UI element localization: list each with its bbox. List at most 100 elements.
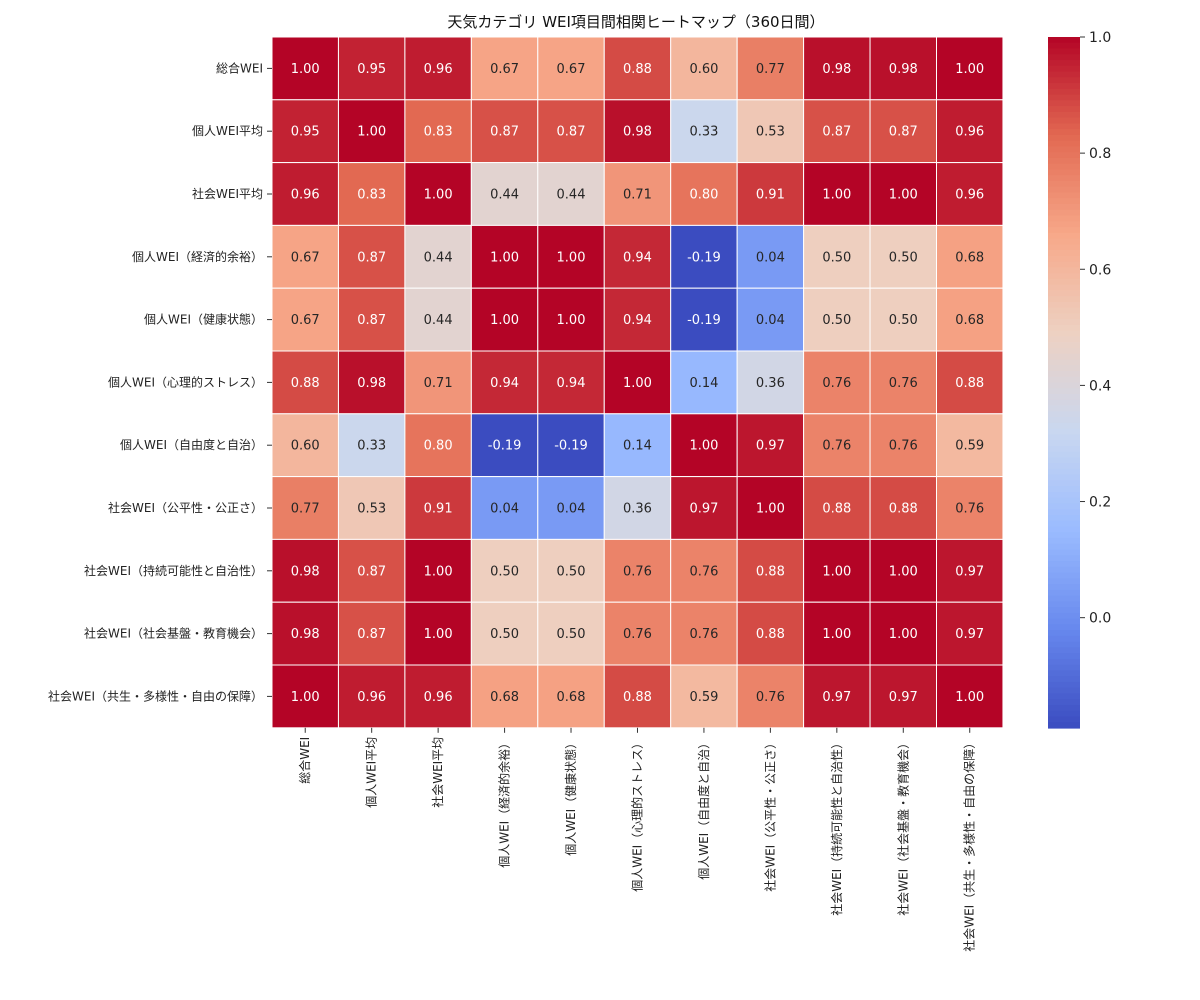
cell-value-label: 0.68 bbox=[955, 250, 984, 265]
cell-value-label: 0.76 bbox=[822, 439, 851, 454]
cell-value-label: 0.04 bbox=[756, 313, 785, 328]
cell-value-label: 0.50 bbox=[490, 627, 519, 642]
heatmap-cell bbox=[603, 287, 672, 352]
row-tick-label: 社会WEI（共生・多様性・自由の保障） bbox=[48, 688, 263, 703]
cell-value-label: 0.98 bbox=[357, 376, 386, 391]
colorbar-band bbox=[1048, 324, 1080, 332]
colorbar-band bbox=[1048, 301, 1080, 309]
column-tick-label: 総合WEI bbox=[297, 737, 312, 784]
cell-value-label: 0.97 bbox=[822, 690, 851, 705]
cell-value-label: 0.98 bbox=[623, 125, 652, 140]
heatmap-cell bbox=[404, 287, 472, 352]
colorbar-band bbox=[1048, 520, 1080, 528]
cell-value-label: 1.00 bbox=[955, 690, 984, 705]
colorbar-band bbox=[1048, 296, 1080, 303]
colorbar-band bbox=[1048, 376, 1080, 384]
cell-value-label: 1.00 bbox=[889, 564, 918, 579]
colorbar-tick-label: 0.6 bbox=[1089, 262, 1111, 278]
colorbar-band bbox=[1048, 140, 1080, 148]
cell-value-label: 0.76 bbox=[756, 690, 785, 705]
cell-value-label: 0.88 bbox=[291, 376, 320, 391]
colorbar-band bbox=[1048, 250, 1080, 257]
column-tick-label: 社会WEI（持続可能性と自治性） bbox=[829, 737, 844, 916]
cell-value-label: 0.68 bbox=[490, 690, 519, 705]
colorbar-band bbox=[1048, 399, 1080, 407]
cell-value-label: 1.00 bbox=[357, 125, 386, 140]
cell-value-label: 0.60 bbox=[291, 439, 320, 454]
colorbar-band bbox=[1048, 537, 1080, 545]
colorbar-band bbox=[1048, 589, 1080, 597]
colorbar-band bbox=[1048, 77, 1080, 84]
cell-value-label: 0.94 bbox=[623, 313, 652, 328]
heatmap-cell bbox=[537, 99, 605, 164]
column-tick-label: 個人WEI（経済的余裕） bbox=[497, 737, 512, 868]
cell-value-label: 0.76 bbox=[623, 564, 652, 579]
heatmap-cell bbox=[537, 601, 605, 666]
heatmap-cell bbox=[404, 99, 472, 164]
heatmap-cell bbox=[271, 538, 339, 603]
cell-value-label: 0.91 bbox=[424, 502, 453, 517]
cell-value-label: 1.00 bbox=[424, 188, 453, 203]
cell-value-label: 1.00 bbox=[424, 564, 453, 579]
cell-value-label: 0.59 bbox=[955, 439, 984, 454]
colorbar-band bbox=[1048, 681, 1080, 689]
cell-value-label: 0.76 bbox=[889, 439, 918, 454]
cell-value-label: 0.96 bbox=[291, 188, 320, 203]
colorbar-tick-label: 1.0 bbox=[1089, 30, 1111, 46]
colorbar-band bbox=[1048, 232, 1080, 240]
cell-value-label: 0.67 bbox=[291, 250, 320, 265]
cell-value-label: 0.68 bbox=[955, 313, 984, 328]
cell-value-label: -0.19 bbox=[687, 250, 721, 265]
colorbar-band bbox=[1048, 676, 1080, 683]
row-tick-label: 社会WEI（持続可能性と自治性） bbox=[84, 563, 263, 578]
cell-value-label: 0.97 bbox=[689, 502, 718, 517]
column-tick-label: 個人WEI平均 bbox=[365, 737, 379, 808]
colorbar-band bbox=[1048, 417, 1080, 424]
colorbar-band bbox=[1048, 716, 1080, 723]
cell-value-label: 0.96 bbox=[955, 188, 984, 203]
cell-value-label: 1.00 bbox=[889, 627, 918, 642]
heatmap-cell bbox=[869, 664, 937, 729]
cell-value-label: 0.96 bbox=[424, 690, 453, 705]
heatmap-cell bbox=[936, 99, 1004, 164]
heatmap-cell bbox=[271, 287, 339, 352]
cell-value-label: 0.44 bbox=[557, 188, 586, 203]
heatmap-cell bbox=[736, 664, 805, 729]
heatmap-cell bbox=[404, 162, 472, 226]
row-tick-label: 個人WEI（心理的ストレス） bbox=[108, 374, 263, 389]
heatmap-cell bbox=[736, 413, 805, 478]
cell-value-label: 0.95 bbox=[291, 125, 320, 140]
row-tick-label: 個人WEI（経済的余裕） bbox=[132, 249, 263, 264]
colorbar-band bbox=[1048, 209, 1080, 217]
colorbar-band bbox=[1048, 111, 1080, 119]
colorbar-band bbox=[1048, 653, 1080, 660]
colorbar-band bbox=[1048, 273, 1080, 280]
cell-value-label: 0.50 bbox=[557, 564, 586, 579]
cell-value-label: 0.60 bbox=[689, 62, 718, 77]
cell-value-label: 0.88 bbox=[889, 502, 918, 517]
colorbar-band bbox=[1048, 261, 1080, 268]
colorbar-band bbox=[1048, 630, 1080, 637]
heatmap-cell bbox=[803, 99, 871, 164]
cell-value-label: 0.36 bbox=[756, 376, 785, 391]
cell-value-label: 0.44 bbox=[424, 313, 453, 328]
colorbar-band bbox=[1048, 491, 1080, 499]
colorbar-band bbox=[1048, 203, 1080, 211]
heatmap-cell bbox=[337, 36, 406, 101]
cell-value-label: 0.96 bbox=[424, 62, 453, 77]
colorbar-band bbox=[1048, 186, 1080, 194]
cell-value-label: 0.80 bbox=[424, 439, 453, 454]
colorbar-band bbox=[1048, 474, 1080, 481]
heatmap-cell bbox=[404, 538, 472, 603]
cell-value-label: 0.50 bbox=[557, 627, 586, 642]
heatmap-cell bbox=[603, 664, 672, 729]
heatmap-cell bbox=[271, 413, 339, 478]
heatmap-cell bbox=[404, 664, 472, 729]
cell-value-label: 0.76 bbox=[822, 376, 851, 391]
cell-value-label: 1.00 bbox=[623, 376, 652, 391]
heatmap-cell bbox=[869, 36, 937, 101]
heatmap-cell bbox=[670, 287, 738, 352]
cell-value-label: 0.50 bbox=[822, 313, 851, 328]
colorbar-band bbox=[1048, 106, 1080, 113]
heatmap-cell bbox=[603, 162, 672, 226]
